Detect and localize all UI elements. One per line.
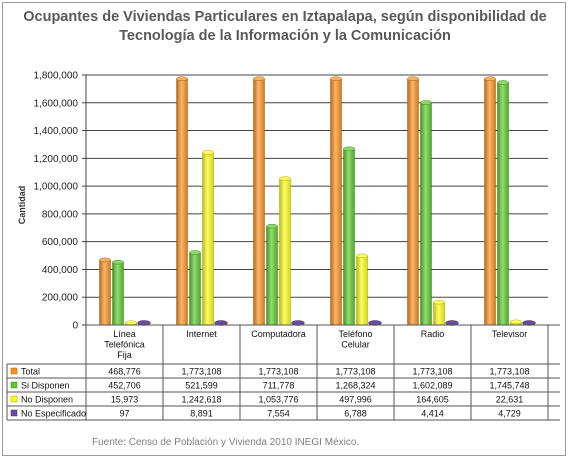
bar-top bbox=[176, 76, 188, 81]
bar-total bbox=[176, 78, 188, 326]
chart-title-line-2: Tecnología de la Información y la Comuni… bbox=[119, 28, 451, 44]
bar-top bbox=[202, 150, 214, 155]
y-tick-label: 200,000 bbox=[42, 293, 79, 304]
x-category-label: Internet bbox=[186, 329, 217, 339]
bar-si-disponen bbox=[189, 252, 201, 326]
bar-top bbox=[407, 76, 419, 81]
x-category-label: Teléfono bbox=[338, 329, 372, 339]
legend-swatch bbox=[10, 381, 18, 389]
bar-top bbox=[125, 320, 137, 326]
x-category-label: Televisor bbox=[492, 329, 528, 339]
x-category-label: Radio bbox=[421, 329, 445, 339]
bar-top bbox=[266, 223, 278, 229]
table-value: 1,053,776 bbox=[258, 395, 298, 405]
bar-total bbox=[253, 78, 265, 326]
legend-label: Si Disponen bbox=[21, 381, 70, 391]
bar-top bbox=[330, 76, 342, 81]
bar-top bbox=[356, 253, 368, 259]
x-category-label: Línea bbox=[113, 329, 136, 339]
bar-total bbox=[484, 78, 496, 326]
y-tick-label: 0 bbox=[72, 321, 78, 332]
table-value: 1,773,108 bbox=[258, 367, 298, 377]
bar-no-disponen bbox=[356, 255, 368, 326]
bar-si-disponen bbox=[420, 102, 432, 326]
table-value: 1,773,108 bbox=[489, 367, 529, 377]
bar-top bbox=[99, 257, 111, 263]
bar-top bbox=[343, 146, 355, 152]
bar-no-disponen bbox=[279, 178, 291, 326]
table-value: 8,891 bbox=[190, 409, 213, 419]
y-tick-label: 1,600,000 bbox=[34, 98, 79, 109]
x-category-label: Fija bbox=[117, 350, 132, 360]
legend-label: Total bbox=[21, 367, 40, 377]
y-tick-label: 600,000 bbox=[42, 237, 79, 248]
y-tick-label: 400,000 bbox=[42, 265, 79, 276]
bar-top bbox=[433, 299, 445, 305]
table-value: 1,773,108 bbox=[335, 367, 375, 377]
table-value: 521,599 bbox=[185, 381, 218, 391]
x-category-label: Telefónica bbox=[104, 340, 145, 350]
y-tick-label: 1,000,000 bbox=[34, 182, 79, 193]
table-value: 15,973 bbox=[111, 395, 139, 405]
table-value: 711,778 bbox=[263, 381, 295, 391]
bar-top bbox=[279, 176, 291, 181]
chart-title-line-1: Ocupantes de Viviendas Particulares en I… bbox=[23, 9, 547, 25]
table-value: 6,788 bbox=[344, 409, 367, 419]
table-value: 468,776 bbox=[108, 367, 141, 377]
table-value: 97 bbox=[119, 409, 129, 419]
bar-total bbox=[407, 78, 419, 326]
table-value: 1,773,108 bbox=[412, 367, 452, 377]
y-tick-label: 800,000 bbox=[42, 209, 79, 220]
x-category-label: Celular bbox=[341, 340, 370, 350]
source-note: Fuente: Censo de Población y Vivienda 20… bbox=[92, 437, 360, 448]
bar-top bbox=[484, 76, 496, 81]
table-value: 4,414 bbox=[421, 409, 444, 419]
table-value: 4,729 bbox=[498, 409, 521, 419]
legend-label: No Disponen bbox=[21, 395, 73, 405]
bar-si-disponen bbox=[112, 261, 124, 326]
bar-total bbox=[99, 259, 111, 326]
bar-si-disponen bbox=[343, 148, 355, 326]
bar-top bbox=[253, 76, 265, 81]
table-value: 1,268,324 bbox=[335, 381, 375, 391]
table-value: 452,706 bbox=[108, 381, 141, 391]
bar-top bbox=[420, 100, 432, 105]
y-tick-label: 1,200,000 bbox=[34, 154, 79, 165]
bar-top bbox=[510, 319, 522, 325]
y-tick-label: 1,400,000 bbox=[34, 126, 79, 137]
table-value: 497,996 bbox=[339, 395, 372, 405]
bar-top bbox=[189, 250, 201, 255]
bar-top bbox=[497, 80, 509, 85]
table-value: 1,242,618 bbox=[181, 395, 221, 405]
legend-label: No Especificado bbox=[21, 409, 86, 419]
table-value: 1,773,108 bbox=[181, 367, 221, 377]
table-value: 164,605 bbox=[416, 395, 449, 405]
bar-si-disponen bbox=[266, 225, 278, 326]
bar-top bbox=[112, 259, 124, 265]
bar-si-disponen bbox=[497, 82, 509, 326]
legend-swatch bbox=[10, 367, 18, 375]
table-value: 7,554 bbox=[267, 409, 290, 419]
legend-swatch bbox=[10, 395, 18, 403]
table-value: 1,745,748 bbox=[489, 381, 529, 391]
y-tick-label: 1,800,000 bbox=[34, 71, 79, 82]
table-value: 1,602,089 bbox=[412, 381, 452, 391]
bar-no-disponen bbox=[433, 301, 445, 326]
bar-no-disponen bbox=[202, 152, 214, 326]
legend-swatch bbox=[10, 409, 18, 417]
table-value: 22,631 bbox=[496, 395, 524, 405]
x-category-label: Computadora bbox=[251, 329, 306, 339]
chart-title: Ocupantes de Viviendas Particulares en I… bbox=[0, 8, 570, 46]
bar-total bbox=[330, 78, 342, 326]
